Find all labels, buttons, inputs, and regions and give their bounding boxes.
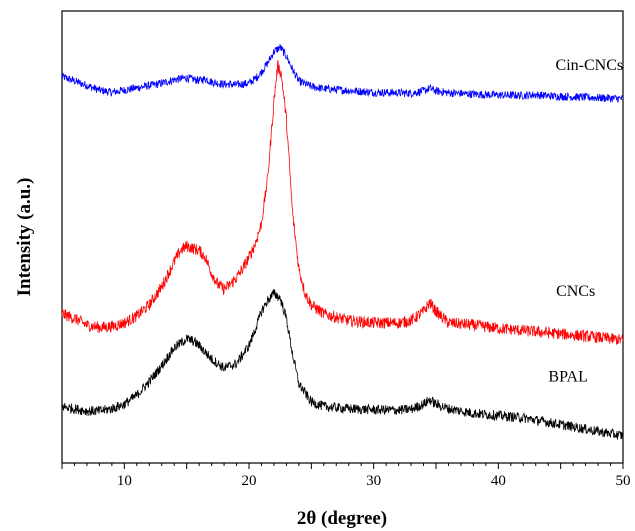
series-label-bpal: BPAL [548,369,587,386]
series-label-cncs: CNCs [556,283,595,300]
series-labels: Cin-CNCs CNCs BPAL [548,57,623,386]
series-line-cncs [61,60,624,345]
x-tick-label: 40 [491,473,506,489]
x-tick-label: 20 [242,473,257,489]
series-line-cin-cncs [61,44,624,103]
plot-frame [61,10,624,464]
y-axis-title: Intensity (a.u.) [14,178,35,297]
series-line-bpal [61,289,624,440]
x-tick-label: 30 [366,473,381,489]
x-tick-label: 50 [616,473,631,489]
x-tick-label: 10 [117,473,132,489]
series-layer [61,44,624,440]
x-ticks: 10 20 30 40 50 [61,463,631,489]
x-axis-title: 2θ (degree) [297,508,387,529]
series-label-cin-cncs: Cin-CNCs [556,57,624,74]
